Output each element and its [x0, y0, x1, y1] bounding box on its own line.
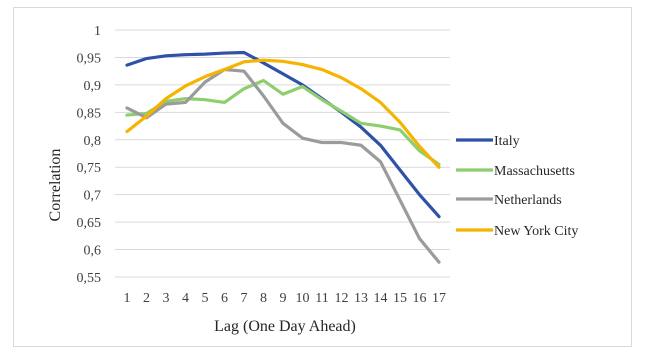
- y-tick-label: 0,95: [77, 51, 102, 66]
- x-tick-label: 3: [163, 291, 170, 306]
- series-line-italy: [125, 50, 441, 219]
- legend-label-netherlands: Netherlands: [494, 193, 562, 208]
- y-tick-labels: 1 0,95 0,9 0,85 0,8 0,75 0,7 0,65 0,6 0,55: [77, 24, 102, 286]
- y-tick-label: 0,85: [77, 106, 102, 121]
- series-line-new-york-city: [125, 58, 441, 169]
- legend-label-new-york-city: New York City: [494, 224, 578, 239]
- x-tick-label: 16: [413, 291, 427, 306]
- legend-label-italy: Italy: [494, 134, 520, 149]
- y-tick-label: 0,55: [77, 271, 102, 286]
- x-tick-label: 9: [280, 291, 287, 306]
- x-tick-label: 15: [393, 291, 407, 306]
- x-tick-label: 11: [315, 291, 328, 306]
- x-tick-label: 13: [354, 291, 368, 306]
- legend: Italy Massachusetts Netherlands New York Ci…: [456, 134, 578, 239]
- y-tick-label: 0,65: [77, 216, 102, 231]
- x-tick-labels: 1 2 3 4 5 6 7 8 9 10 11 12 13 14 15 16 17: [124, 291, 447, 306]
- series-line-netherlands: [125, 67, 441, 264]
- y-tick-label: 0,8: [84, 134, 102, 149]
- y-axis-title: Correlation: [47, 149, 64, 222]
- y-tick-label: 0,75: [77, 161, 102, 176]
- legend-label-massachusetts: Massachusetts: [494, 164, 575, 179]
- x-tick-label: 7: [241, 291, 248, 306]
- x-tick-label: 4: [182, 291, 189, 306]
- x-tick-label: 6: [221, 291, 228, 306]
- grid-lines: [115, 29, 450, 278]
- x-tick-label: 17: [432, 291, 446, 306]
- x-tick-label: 5: [202, 291, 209, 306]
- chart-frame: [13, 7, 632, 347]
- x-tick-label: 10: [296, 291, 310, 306]
- y-tick-label: 1: [94, 24, 101, 39]
- x-tick-label: 1: [124, 291, 131, 306]
- y-tick-label: 0,6: [84, 244, 102, 259]
- x-tick-label: 14: [374, 291, 388, 306]
- x-tick-label: 2: [143, 291, 150, 306]
- x-tick-label: 12: [335, 291, 349, 306]
- y-tick-label: 0,9: [84, 79, 102, 94]
- series-line-massachusetts: [125, 78, 441, 167]
- y-tick-label: 0,7: [84, 189, 102, 204]
- x-axis-title: Lag (One Day Ahead): [214, 318, 356, 335]
- series-lines: [125, 50, 441, 264]
- x-tick-label: 8: [260, 291, 267, 306]
